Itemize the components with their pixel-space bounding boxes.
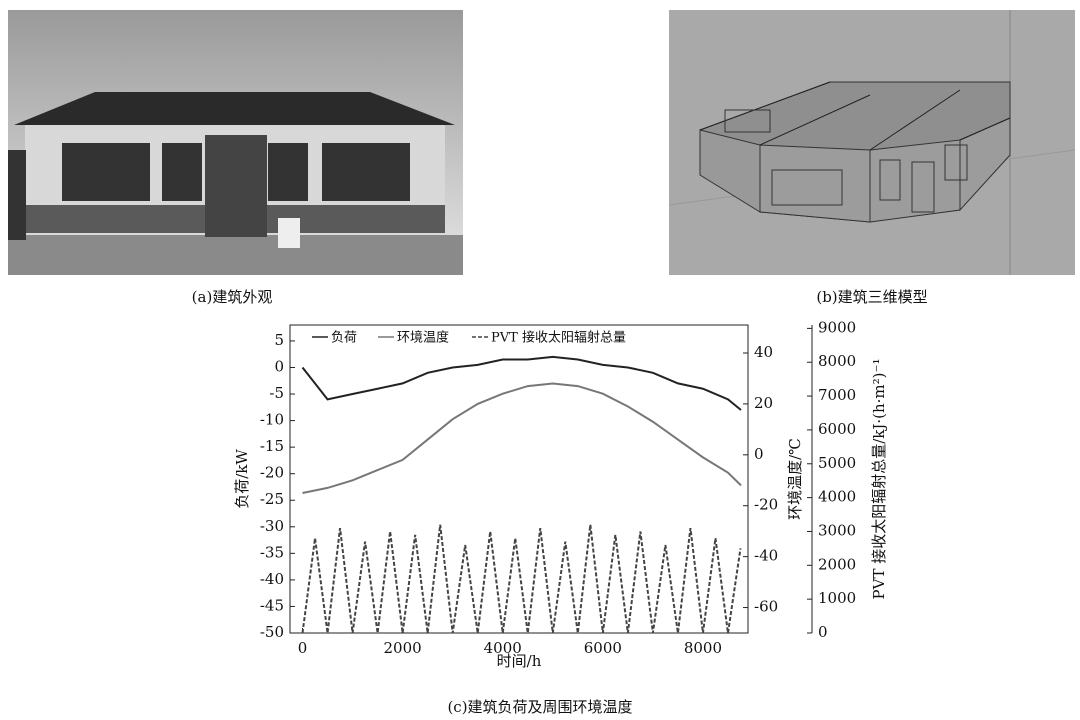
x-tick-label: 0 [298, 639, 308, 657]
y3-axis-label: PVT 接收太阳辐射总量/kJ·(h·m²)⁻¹ [870, 359, 888, 600]
y-tick-label: -15 [260, 437, 284, 455]
series-line [302, 382, 742, 494]
plot-frame [289, 324, 749, 634]
y-axis-label: 负荷/kW [233, 449, 251, 509]
x-tick-label: 6000 [584, 639, 622, 657]
model-3d [668, 10, 1076, 275]
y-tick-label: 5 [274, 331, 284, 349]
y-tick-label: -25 [260, 490, 284, 508]
y3-tick-label: 0 [818, 623, 828, 641]
panel-caption: (b)建筑三维模型 [816, 288, 927, 306]
legend-label: 负荷 [331, 331, 357, 346]
y3-tick-label: 1000 [818, 589, 856, 607]
x-tick-label: 8000 [684, 639, 722, 657]
y3-tick-label: 3000 [818, 521, 856, 539]
y2-tick-label: 40 [754, 343, 773, 361]
y-tick-label: -35 [260, 543, 284, 561]
y3-tick-label: 9000 [818, 318, 856, 336]
y2-tick-label: -60 [754, 598, 778, 616]
y-tick-label: -20 [260, 464, 284, 482]
y-tick-label: 0 [274, 357, 284, 375]
y3-tick-label: 2000 [818, 555, 856, 573]
legend-label: PVT 接收太阳辐射总量 [491, 330, 626, 346]
y3-tick-label: 5000 [818, 454, 856, 472]
y3-tick-label: 8000 [818, 352, 856, 370]
y-tick-label: -50 [260, 623, 284, 641]
chart: 0 2000 4000 6000 8000-50-45-40-35-30-25-20-1… [260, 318, 856, 657]
x-axis-label: 时间/h [497, 652, 542, 670]
y2-axis-label: 环境温度/℃ [786, 438, 804, 520]
y3-tick-label: 7000 [818, 386, 856, 404]
x-tick-label: 2000 [384, 639, 422, 657]
y2-tick-label: 20 [754, 394, 773, 412]
y3-tick-label: 6000 [818, 420, 856, 438]
chart-caption: (c)建筑负荷及周围环境温度 [447, 698, 632, 716]
y-tick-label: -45 [260, 596, 284, 614]
series-line [301, 355, 742, 411]
y-tick-label: -5 [269, 384, 284, 402]
y-tick-label: -30 [260, 517, 284, 535]
y2-tick-label: 0 [754, 445, 764, 463]
y-tick-label: -10 [260, 411, 284, 429]
house-photo [8, 10, 463, 275]
series-line [301, 524, 742, 634]
y2-tick-label: -20 [754, 496, 778, 514]
y3-tick-label: 4000 [818, 488, 856, 506]
y-tick-label: -40 [260, 570, 284, 588]
panel-caption: (a)建筑外观 [192, 288, 273, 306]
legend-label: 环境温度 [397, 330, 449, 346]
y2-tick-label: -40 [754, 547, 778, 565]
x-tick-label: 4000 [484, 639, 522, 657]
